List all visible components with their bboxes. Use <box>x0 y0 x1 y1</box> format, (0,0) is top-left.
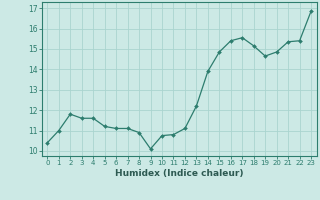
X-axis label: Humidex (Indice chaleur): Humidex (Indice chaleur) <box>115 169 244 178</box>
